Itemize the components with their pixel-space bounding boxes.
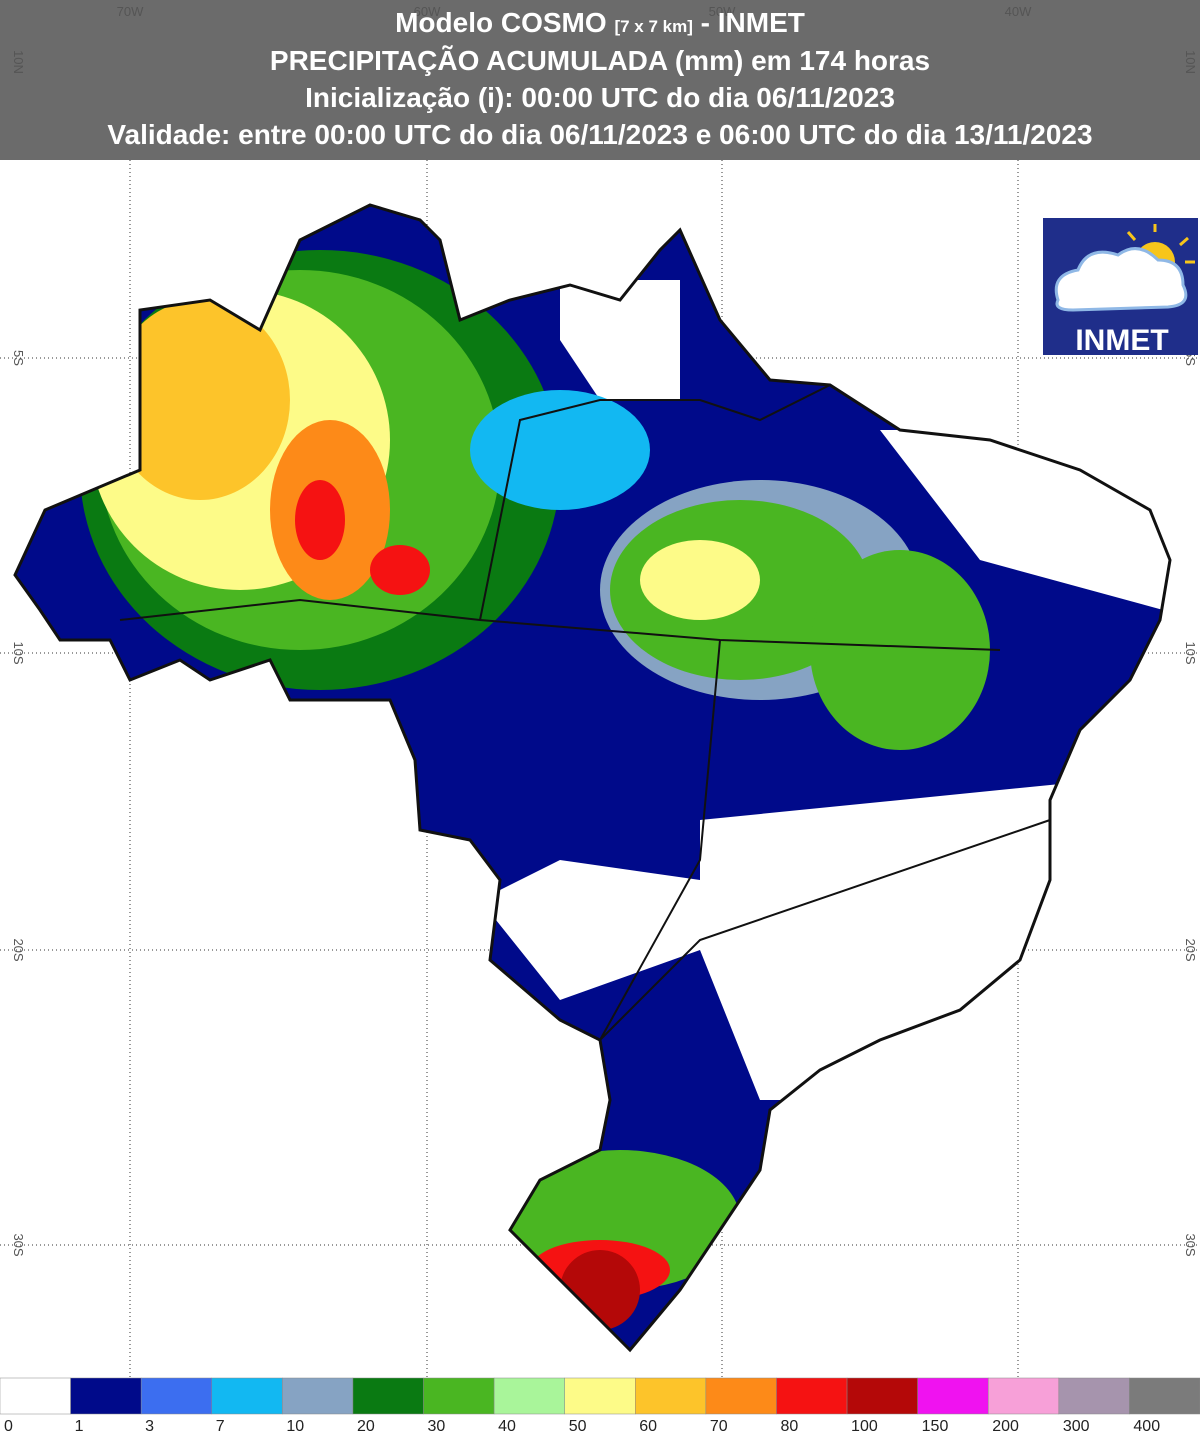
latitude-label-left: 20S: [11, 938, 26, 961]
title-line-2: PRECIPITAÇÃO ACUMULADA (mm) em 174 horas: [270, 45, 930, 76]
legend-label: 7: [216, 1418, 225, 1435]
legend-label: 1: [75, 1418, 84, 1435]
legend-label: 200: [992, 1418, 1019, 1435]
legend-label: 10: [286, 1418, 304, 1435]
legend-label: 150: [922, 1418, 949, 1435]
legend-swatch: [564, 1377, 636, 1415]
header: [0, 0, 1200, 160]
precipitation-field: [15, 205, 1170, 1350]
title-end: - INMET: [701, 7, 805, 38]
title-main: Modelo COSMO: [395, 7, 607, 38]
latitude-label-right: 10S: [1183, 641, 1198, 664]
legend-swatch: [917, 1377, 989, 1415]
legend-label: 70: [710, 1418, 728, 1435]
legend-label: 3: [145, 1418, 154, 1435]
legend-swatch: [282, 1377, 354, 1415]
title-line-1: Modelo COSMO [7 x 7 km] - INMET: [395, 7, 805, 38]
legend-label: 30: [428, 1418, 446, 1435]
legend-swatch: [423, 1377, 495, 1415]
legend-label: 80: [780, 1418, 798, 1435]
legend-swatch: [211, 1377, 283, 1415]
legend-swatch: [1058, 1377, 1130, 1415]
legend-label: 40: [498, 1418, 516, 1435]
legend-swatch: [140, 1377, 213, 1415]
longitude-label: 50W: [709, 4, 736, 19]
legend-label: 60: [639, 1418, 657, 1435]
country-border: [13, 203, 1172, 1353]
longitude-label: 60W: [414, 4, 441, 19]
longitude-label: 70W: [117, 4, 144, 19]
latitude-label-left: 5S: [11, 350, 26, 366]
inmet-logo: INMET: [1043, 218, 1198, 357]
legend-swatch: [1129, 1377, 1200, 1415]
latitude-label-left: 30S: [11, 1233, 26, 1256]
legend-label: 300: [1063, 1418, 1090, 1435]
legend-swatch: [70, 1377, 142, 1415]
legend-swatch: [776, 1377, 848, 1415]
longitude-label: 40W: [1005, 4, 1032, 19]
state-border: [599, 639, 1051, 1041]
latitude-label-right: 30S: [1183, 1233, 1198, 1256]
title-line-3: Inicialização (i): 00:00 UTC do dia 06/1…: [305, 82, 895, 113]
latitude-label-left: 10S: [11, 641, 26, 664]
legend-swatch: [705, 1377, 777, 1415]
latitude-label-right: 10N: [1183, 50, 1198, 74]
state-border: [479, 384, 831, 621]
legend-label: 50: [569, 1418, 587, 1435]
legend-swatch: [635, 1377, 707, 1415]
legend-swatch: [352, 1377, 424, 1415]
title-resolution: [7 x 7 km]: [614, 17, 692, 36]
legend-label: 20: [357, 1418, 375, 1435]
logo-text: INMET: [1075, 324, 1168, 357]
title-line-4: Validade: entre 00:00 UTC do dia 06/11/2…: [107, 119, 1092, 150]
legend-swatch: [846, 1377, 918, 1415]
latitude-label-left: 10N: [11, 50, 26, 74]
legend-swatch: [493, 1377, 565, 1415]
legend-swatch: [0, 1377, 71, 1415]
legend-label: 0: [4, 1418, 13, 1435]
legend-label: 400: [1133, 1418, 1160, 1435]
legend: 0 1 3 7 10 20 30 40 50 60 70 80 100 150 200 300 400: [0, 1377, 1200, 1435]
legend-label: 100: [851, 1418, 878, 1435]
latitude-label-right: 20S: [1183, 938, 1198, 961]
legend-swatch: [987, 1377, 1060, 1415]
